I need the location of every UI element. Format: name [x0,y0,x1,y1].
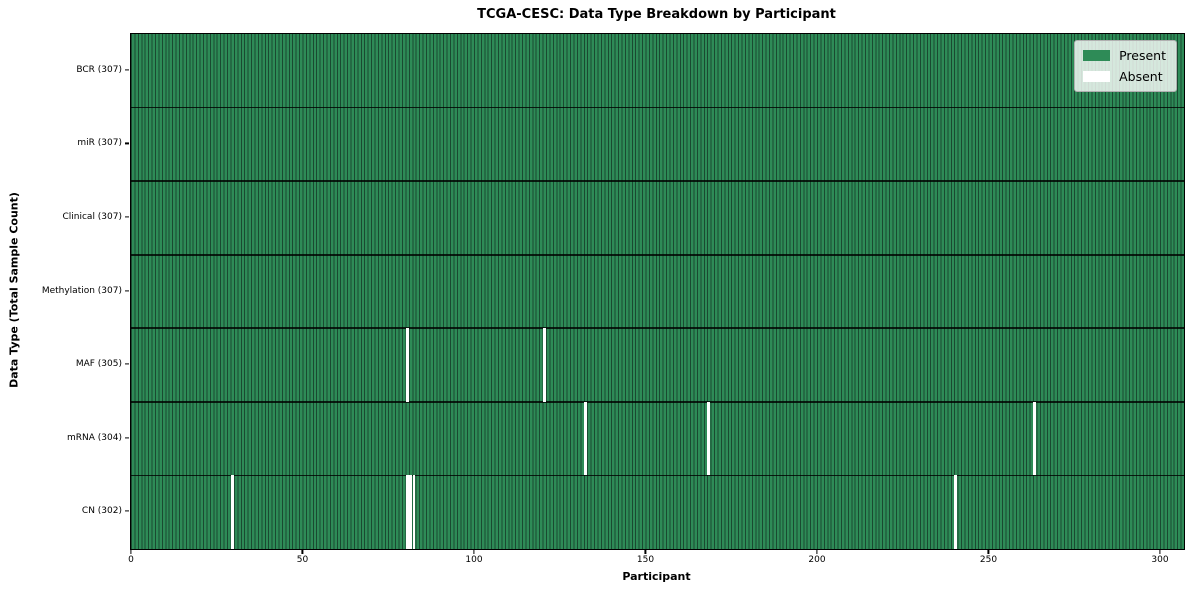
legend-label-present: Present [1119,48,1166,63]
x-tick-label: 50 [296,555,309,565]
y-tick-label: MAF (305) [75,359,122,370]
present-swatch-icon [1083,50,1111,61]
row-divider-line [131,180,1184,182]
x-tick-mark [130,550,132,554]
y-tick-mark [125,289,129,292]
absent-cell [954,475,958,549]
y-tick-mark [125,510,129,512]
y-tick-mark [125,142,129,144]
y-tick-mark [125,437,129,439]
y-tick-label: CN (302) [81,506,122,517]
y-axis-title: Data Type (Total Sample Count) [7,192,21,388]
x-tick-mark [987,550,990,554]
row-divider-line [131,106,1184,109]
y-tick-label: Methylation (307) [41,285,122,296]
y-tick-label: Clinical (307) [62,211,122,222]
absent-cell [230,475,234,549]
x-tick-label: 250 [979,555,998,565]
y-tick-label: BCR (307) [76,64,122,75]
row-divider-line [131,401,1184,403]
y-tick-mark [125,363,129,365]
absent-swatch-icon [1083,71,1111,82]
y-tick-mark [125,216,129,218]
y-tick-mark [125,69,129,71]
plot-area: Present Absent [130,33,1185,550]
x-tick-label: 100 [465,555,483,565]
absent-cell [707,401,711,476]
absent-cell [412,475,416,549]
legend-label-absent: Absent [1119,69,1163,84]
legend-item-present: Present [1083,48,1166,63]
absent-cell [409,475,412,549]
absent-cell [584,401,587,476]
x-tick-label: 200 [808,555,826,565]
x-tick-label: 0 [128,555,134,565]
y-tick-label: mRNA (304) [67,432,122,443]
x-tick-mark [301,550,304,554]
legend: Present Absent [1074,40,1177,92]
row-divider-line [131,253,1184,256]
x-tick-label: 300 [1151,555,1169,565]
absent-cell [405,475,409,549]
y-tick-label: miR (307) [77,138,122,149]
x-axis-title: Participant [622,570,691,583]
row-divider-line [131,327,1184,330]
x-tick-label: 150 [636,555,655,565]
x-tick-mark [644,550,647,554]
legend-item-absent: Absent [1083,69,1166,84]
chart-title: TCGA-CESC: Data Type Breakdown by Partic… [477,7,836,22]
absent-cell [1033,401,1037,476]
x-tick-mark [473,550,475,554]
x-tick-mark [816,550,818,554]
x-tick-mark [1159,550,1161,554]
absent-cell [405,328,409,402]
row-divider-line [131,474,1184,477]
absent-cell [542,328,546,402]
